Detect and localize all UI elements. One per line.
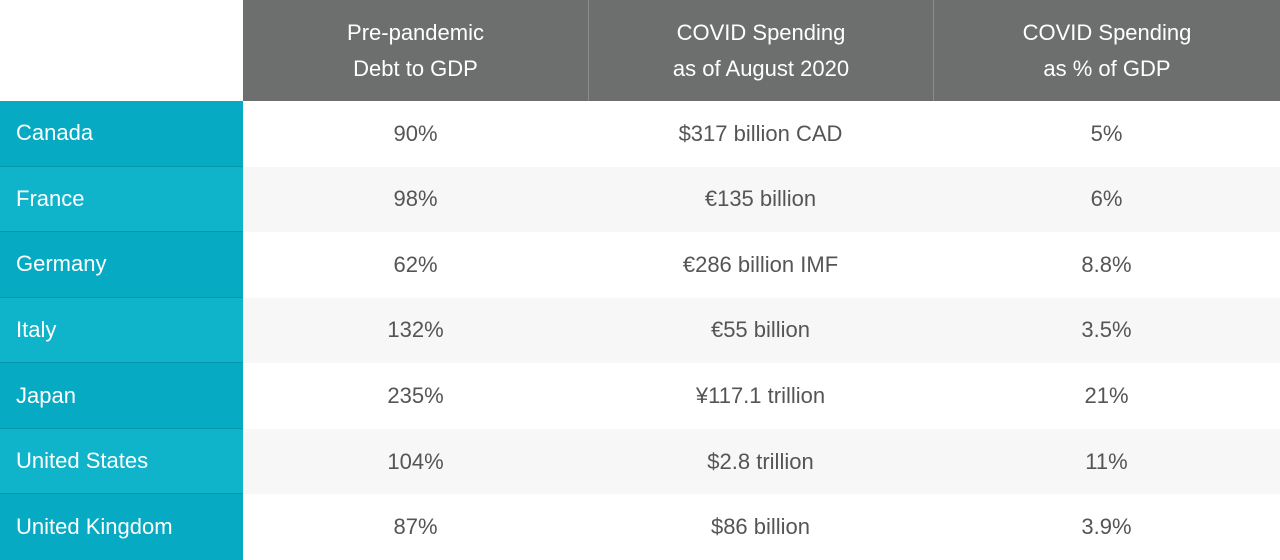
table-cell-debt-to-gdp: 62% — [243, 232, 588, 298]
table-cell-spending-pct-gdp: 3.5% — [933, 297, 1280, 364]
table-cell-debt-to-gdp: 98% — [243, 166, 588, 233]
table-cell-spending-pct-gdp: 6% — [933, 166, 1280, 233]
table-corner — [0, 0, 243, 101]
column-header-spending-pct-gdp: COVID Spending as % of GDP — [933, 0, 1280, 101]
row-label-country: Japan — [0, 363, 243, 429]
column-header-covid-spending: COVID Spending as of August 2020 — [588, 0, 933, 101]
table-cell-spending-pct-gdp: 3.9% — [933, 494, 1280, 560]
row-label-country: United States — [0, 428, 243, 495]
table-cell-spending-pct-gdp: 11% — [933, 428, 1280, 495]
row-label-country: Canada — [0, 101, 243, 167]
table-cell-debt-to-gdp: 132% — [243, 297, 588, 364]
table-cell-covid-spending: $317 billion CAD — [588, 101, 933, 167]
table-cell-spending-pct-gdp: 8.8% — [933, 232, 1280, 298]
table-cell-covid-spending: $86 billion — [588, 494, 933, 560]
table-cell-debt-to-gdp: 104% — [243, 428, 588, 495]
table-cell-spending-pct-gdp: 5% — [933, 101, 1280, 167]
table-cell-covid-spending: €55 billion — [588, 297, 933, 364]
table-cell-covid-spending: €135 billion — [588, 166, 933, 233]
row-label-country: United Kingdom — [0, 494, 243, 560]
row-label-country: France — [0, 166, 243, 233]
table-cell-covid-spending: ¥117.1 trillion — [588, 363, 933, 429]
table-cell-debt-to-gdp: 87% — [243, 494, 588, 560]
row-label-country: Germany — [0, 232, 243, 298]
table-cell-covid-spending: $2.8 trillion — [588, 428, 933, 495]
table-cell-debt-to-gdp: 90% — [243, 101, 588, 167]
table-cell-spending-pct-gdp: 21% — [933, 363, 1280, 429]
row-label-country: Italy — [0, 297, 243, 364]
column-header-debt-to-gdp: Pre-pandemic Debt to GDP — [243, 0, 588, 101]
table-cell-covid-spending: €286 billion IMF — [588, 232, 933, 298]
table-cell-debt-to-gdp: 235% — [243, 363, 588, 429]
